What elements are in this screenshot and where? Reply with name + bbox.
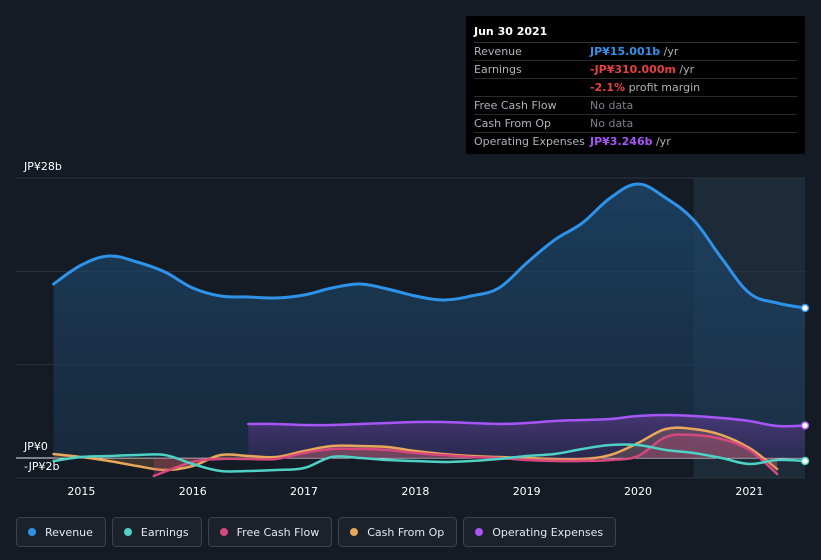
tooltip-row-label: Earnings bbox=[474, 63, 522, 76]
legend-dot-icon bbox=[28, 528, 36, 536]
x-tick-label: 2017 bbox=[290, 485, 319, 498]
tooltip-row: Earnings -JP¥310.000m /yr bbox=[474, 61, 797, 79]
operating-expenses-line bbox=[247, 413, 807, 428]
y-axis-zero-label: JP¥0 bbox=[24, 440, 48, 453]
legend-label: Cash From Op bbox=[367, 525, 445, 539]
legend: Revenue Earnings Free Cash Flow Cash From O… bbox=[16, 517, 617, 547]
tooltip-row-value: -JP¥310.000m /yr bbox=[590, 63, 695, 76]
x-tick-label: 2020 bbox=[624, 485, 652, 498]
tooltip-row: Operating Expenses JP¥3.246b /yr bbox=[474, 133, 797, 150]
legend-label: Revenue bbox=[45, 525, 93, 539]
tooltip-row-label: Operating Expenses bbox=[474, 135, 585, 148]
free-cash-flow-line bbox=[152, 433, 779, 478]
x-tick-label: 2019 bbox=[512, 485, 541, 498]
tooltip-row-value: JP¥3.246b /yr bbox=[590, 135, 671, 148]
legend-item-operating-expenses[interactable]: Operating Expenses bbox=[463, 517, 617, 547]
tooltip-date: Jun 30 2021 bbox=[474, 24, 797, 43]
legend-dot-icon bbox=[219, 528, 228, 536]
y-axis-bottom-label: -JP¥2b bbox=[24, 460, 60, 473]
x-tick-label: 2018 bbox=[401, 485, 430, 498]
earnings-line bbox=[52, 443, 807, 473]
legend-label: Free Cash Flow bbox=[236, 525, 320, 539]
legend-label: Operating Expenses bbox=[492, 525, 604, 539]
y-axis-top-label: JP¥28b bbox=[24, 160, 62, 173]
tooltip-row-label bbox=[474, 79, 590, 96]
x-tick-label: 2021 bbox=[735, 485, 764, 498]
data-tooltip: Jun 30 2021 Revenue JP¥15.001b /yr Earning… bbox=[466, 16, 805, 154]
tooltip-row: Free Cash Flow No data bbox=[474, 97, 797, 115]
revenue-area bbox=[53, 184, 806, 458]
tooltip-row: -2.1% profit margin bbox=[474, 79, 797, 97]
legend-item-earnings[interactable]: Earnings bbox=[111, 517, 202, 547]
tooltip-row-label: Free Cash Flow bbox=[474, 99, 557, 112]
legend-item-cash-from-op[interactable]: Cash From Op bbox=[338, 517, 458, 547]
legend-item-revenue[interactable]: Revenue bbox=[16, 517, 106, 547]
tooltip-row: Cash From Op No data bbox=[474, 115, 797, 133]
tooltip-row-label: Cash From Op bbox=[474, 117, 552, 130]
tooltip-row-value: -2.1% profit margin bbox=[590, 81, 701, 94]
tooltip-row-label: Revenue bbox=[474, 45, 522, 58]
earnings-endpoint bbox=[800, 456, 810, 466]
legend-dot-icon bbox=[475, 528, 484, 536]
legend-dot-icon bbox=[123, 528, 132, 536]
revenue-endpoint bbox=[800, 303, 810, 313]
tooltip-row-value: No data bbox=[590, 99, 634, 112]
revenue-line bbox=[52, 182, 807, 310]
legend-dot-icon bbox=[350, 528, 359, 536]
tooltip-row: Revenue JP¥15.001b /yr bbox=[474, 43, 797, 61]
x-tick-label: 2015 bbox=[67, 485, 96, 498]
operating-expenses-endpoint bbox=[800, 421, 810, 430]
tooltip-row-value: No data bbox=[590, 117, 634, 130]
tooltip-row-value: JP¥15.001b /yr bbox=[590, 45, 679, 58]
legend-label: Earnings bbox=[140, 525, 189, 539]
x-tick-label: 2016 bbox=[178, 485, 207, 498]
legend-item-free-cash-flow[interactable]: Free Cash Flow bbox=[207, 517, 333, 547]
